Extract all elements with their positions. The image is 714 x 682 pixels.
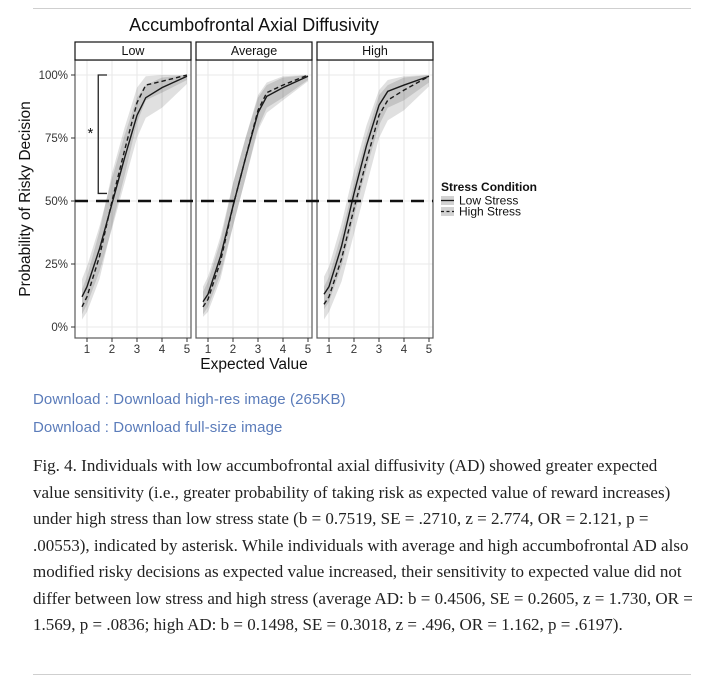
bottom-divider <box>33 674 691 675</box>
legend-title: Stress Condition <box>441 180 537 194</box>
y-axis-label: Probability of Risky Decision <box>17 101 34 297</box>
x-tick-label: 1 <box>205 344 211 356</box>
y-tick-label: 50% <box>45 196 68 208</box>
download-full-size-link[interactable]: Download : Download full-size image <box>33 419 283 436</box>
y-tick-label: 0% <box>51 322 68 334</box>
panel-low: Low 1 2 3 4 5 <box>74 41 192 356</box>
panel-strip <box>195 41 313 61</box>
curve-low-stress <box>323 75 430 295</box>
x-axis-label: Expected Value <box>200 356 307 373</box>
x-tick-label: 4 <box>159 344 166 356</box>
x-tick-label: 2 <box>230 344 236 356</box>
legend-entry-label: Low Stress <box>459 194 518 208</box>
x-tick-label: 2 <box>109 344 115 356</box>
x-tick-label: 3 <box>255 344 261 356</box>
x-tick-label: 1 <box>326 344 332 356</box>
x-tick-label: 5 <box>426 344 432 356</box>
asterisk: * <box>88 125 94 142</box>
legend-entry-label: High Stress <box>459 205 521 219</box>
panel-strip-label: High <box>362 44 388 58</box>
x-tick-label: 3 <box>376 344 382 356</box>
panel-strip <box>74 41 192 61</box>
x-tick-label: 4 <box>280 344 287 356</box>
x-tick-label: 4 <box>401 344 408 356</box>
curve-low-stress <box>81 75 188 298</box>
top-divider <box>33 8 691 9</box>
x-tick-label: 3 <box>134 344 140 356</box>
x-tick-label: 5 <box>184 344 190 356</box>
curve-high-stress <box>202 74 309 308</box>
chart-title: Accumbofrontal Axial Diffusivity <box>129 15 379 35</box>
x-tick-label: 5 <box>305 344 311 356</box>
panel-strip-label: Low <box>122 44 146 58</box>
panel-average: Average 1 2 3 4 5 <box>195 41 313 356</box>
curve-high-stress <box>323 75 430 305</box>
panel-strip <box>316 41 434 61</box>
x-tick-label: 1 <box>84 344 90 356</box>
panel-strip-label: Average <box>231 44 277 58</box>
significance-bracket: * <box>88 74 107 195</box>
x-tick-label: 2 <box>351 344 357 356</box>
y-tick-label: 75% <box>45 133 68 145</box>
y-tick-label: 25% <box>45 259 68 271</box>
download-high-res-link[interactable]: Download : Download high-res image (265K… <box>33 391 346 408</box>
curve-high-stress <box>81 74 188 308</box>
figure-chart: Accumbofrontal Axial Diffusivity Low 1 2 3 4 5… <box>17 15 537 373</box>
curve-low-stress <box>202 75 309 303</box>
panel-high: High 1 2 3 4 5 <box>316 41 434 356</box>
figure-caption: Fig. 4. Individuals with low accumbofron… <box>33 456 693 634</box>
y-tick-label: 100% <box>39 70 68 82</box>
